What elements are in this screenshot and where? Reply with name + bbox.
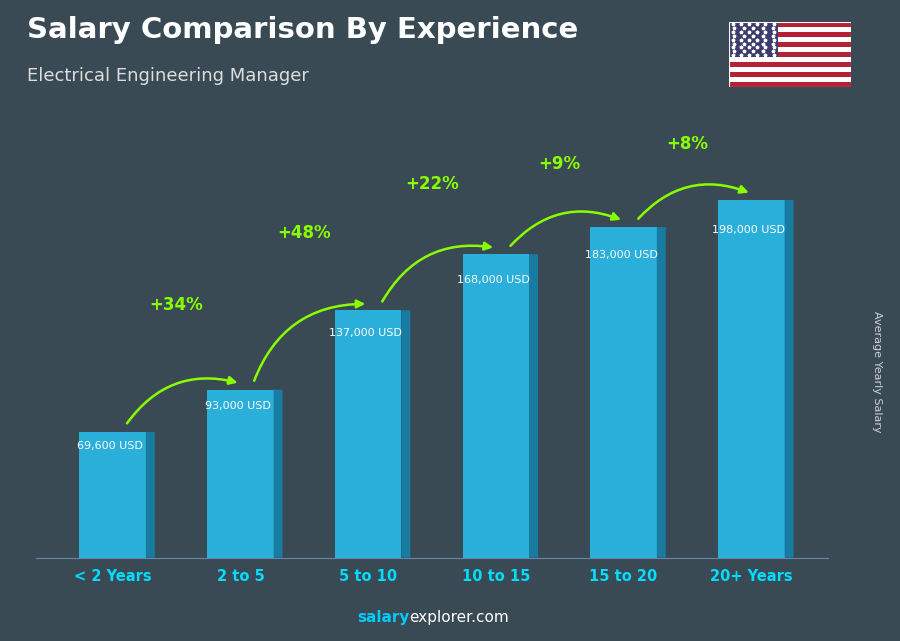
Text: Salary Comparison By Experience: Salary Comparison By Experience [27,16,578,44]
Text: 69,600 USD: 69,600 USD [77,441,143,451]
Bar [729,42,850,47]
Text: +8%: +8% [667,135,708,153]
Polygon shape [401,310,410,558]
Bar [729,22,778,57]
Bar [729,52,850,57]
Text: explorer.com: explorer.com [410,610,509,625]
Bar [729,57,850,62]
Polygon shape [207,390,274,558]
Polygon shape [529,254,538,558]
Polygon shape [590,227,657,558]
Polygon shape [274,390,283,558]
Bar [729,67,850,72]
Text: 137,000 USD: 137,000 USD [329,328,402,338]
Polygon shape [335,310,401,558]
Bar [729,28,850,32]
Text: +34%: +34% [149,296,203,314]
Text: 93,000 USD: 93,000 USD [205,401,271,412]
Bar [729,62,850,67]
Text: salary: salary [357,610,410,625]
Text: 198,000 USD: 198,000 USD [712,225,786,235]
Polygon shape [657,227,666,558]
Polygon shape [79,432,146,558]
Text: 168,000 USD: 168,000 USD [457,276,530,285]
Polygon shape [718,200,785,558]
Text: 183,000 USD: 183,000 USD [585,250,658,260]
Bar [729,22,850,28]
Polygon shape [463,254,529,558]
Text: Average Yearly Salary: Average Yearly Salary [872,311,883,433]
Polygon shape [146,432,155,558]
Polygon shape [785,200,794,558]
Text: Electrical Engineering Manager: Electrical Engineering Manager [27,67,309,85]
Bar [729,81,850,87]
Text: +9%: +9% [539,155,580,173]
Bar [729,47,850,52]
Bar [729,32,850,37]
Text: +22%: +22% [405,175,459,193]
Bar [729,77,850,81]
Bar [729,72,850,77]
Bar [729,37,850,42]
Text: +48%: +48% [277,224,331,242]
